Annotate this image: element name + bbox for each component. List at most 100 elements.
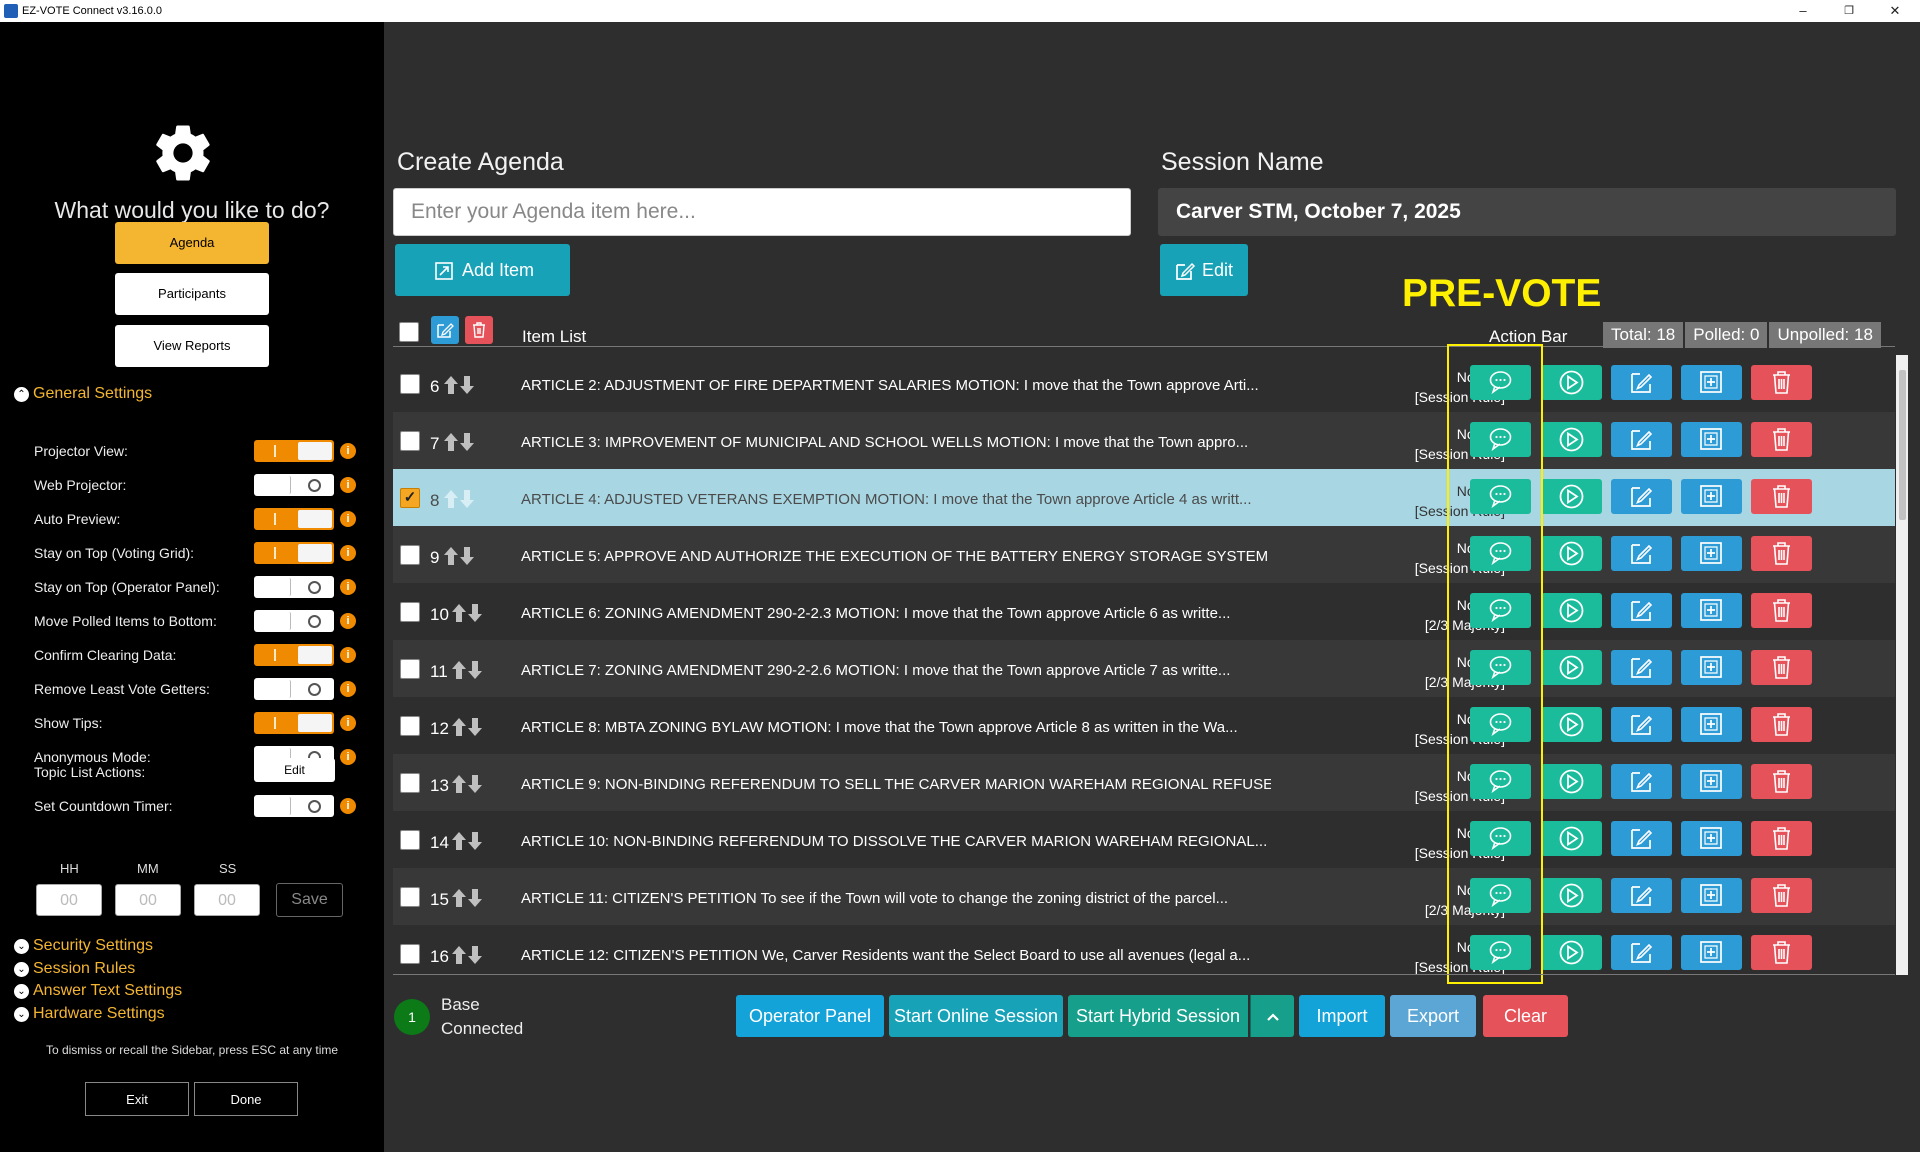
answer-text-settings-header[interactable]: ⌄ Answer Text Settings	[14, 982, 182, 1000]
duplicate-item-button[interactable]	[1681, 593, 1742, 628]
import-button[interactable]: Import	[1299, 995, 1385, 1037]
start-vote-button[interactable]	[1541, 935, 1602, 970]
info-icon[interactable]: i	[340, 749, 356, 765]
edit-item-button[interactable]	[1611, 422, 1672, 457]
edit-item-button[interactable]	[1611, 764, 1672, 799]
info-icon[interactable]: i	[340, 681, 356, 697]
comment-button[interactable]	[1470, 935, 1531, 970]
duplicate-item-button[interactable]	[1681, 536, 1742, 571]
row-checkbox[interactable]	[400, 830, 420, 850]
table-row[interactable]: 14 ARTICLE 10: NON-BINDING REFERENDUM TO …	[393, 811, 1895, 868]
start-vote-button[interactable]	[1541, 479, 1602, 514]
item-text[interactable]: ARTICLE 8: MBTA ZONING BYLAW MOTION: I m…	[521, 719, 1238, 736]
reorder-arrows-icon[interactable]	[443, 546, 474, 566]
reorder-arrows-icon[interactable]	[451, 945, 482, 965]
duplicate-item-button[interactable]	[1681, 422, 1742, 457]
countdown-timer-toggle[interactable]	[254, 795, 334, 817]
table-row[interactable]: 6 ARTICLE 2: ADJUSTMENT OF FIRE DEPARTMEN…	[393, 355, 1895, 412]
delete-item-button[interactable]	[1751, 536, 1812, 571]
hybrid-options-button[interactable]	[1250, 995, 1294, 1037]
setting-toggle[interactable]	[254, 712, 334, 734]
item-text[interactable]: ARTICLE 12: CITIZEN'S PETITION We, Carve…	[521, 947, 1251, 964]
delete-item-button[interactable]	[1751, 593, 1812, 628]
item-text[interactable]: ARTICLE 10: NON-BINDING REFERENDUM TO DI…	[521, 833, 1268, 850]
add-item-button[interactable]: Add Item	[395, 244, 570, 296]
start-vote-button[interactable]	[1541, 536, 1602, 571]
topic-list-edit-button[interactable]: Edit	[254, 758, 335, 782]
info-icon[interactable]: i	[340, 579, 356, 595]
hours-input[interactable]: 00	[36, 884, 102, 916]
reorder-arrows-icon[interactable]	[443, 432, 474, 452]
item-text[interactable]: ARTICLE 2: ADJUSTMENT OF FIRE DEPARTMENT…	[521, 377, 1259, 394]
comment-button[interactable]	[1470, 764, 1531, 799]
duplicate-item-button[interactable]	[1681, 650, 1742, 685]
delete-item-button[interactable]	[1751, 821, 1812, 856]
edit-item-button[interactable]	[1611, 707, 1672, 742]
table-row[interactable]: ✓ 8 ARTICLE 4: ADJUSTED VETERANS EXEMPTION…	[393, 469, 1895, 526]
item-text[interactable]: ARTICLE 11: CITIZEN'S PETITION To see if…	[521, 890, 1229, 907]
reorder-arrows-icon[interactable]	[451, 717, 482, 737]
row-checkbox[interactable]	[400, 659, 420, 679]
security-settings-header[interactable]: ⌄ Security Settings	[14, 937, 153, 955]
setting-toggle[interactable]	[254, 542, 334, 564]
delete-item-button[interactable]	[1751, 707, 1812, 742]
comment-button[interactable]	[1470, 536, 1531, 571]
delete-item-button[interactable]	[1751, 365, 1812, 400]
info-icon[interactable]: i	[340, 647, 356, 663]
info-icon[interactable]: i	[340, 613, 356, 629]
item-text[interactable]: ARTICLE 6: ZONING AMENDMENT 290-2-2.3 MO…	[521, 605, 1231, 622]
maximize-button[interactable]: ❐	[1844, 5, 1854, 17]
save-timer-button[interactable]: Save	[276, 883, 343, 917]
start-vote-button[interactable]	[1541, 878, 1602, 913]
info-icon[interactable]: i	[340, 545, 356, 561]
delete-item-button[interactable]	[1751, 764, 1812, 799]
edit-item-button[interactable]	[1611, 878, 1672, 913]
bulk-delete-button[interactable]	[465, 316, 493, 344]
exit-button[interactable]: Exit	[85, 1082, 189, 1116]
delete-item-button[interactable]	[1751, 479, 1812, 514]
table-row[interactable]: 16 ARTICLE 12: CITIZEN'S PETITION We, Car…	[393, 925, 1895, 975]
info-icon[interactable]: i	[340, 477, 356, 493]
reorder-arrows-icon[interactable]	[451, 888, 482, 908]
start-vote-button[interactable]	[1541, 593, 1602, 628]
edit-item-button[interactable]	[1611, 935, 1672, 970]
start-vote-button[interactable]	[1541, 821, 1602, 856]
minimize-button[interactable]: –	[1799, 3, 1807, 18]
info-icon[interactable]: i	[340, 443, 356, 459]
comment-button[interactable]	[1470, 650, 1531, 685]
setting-toggle[interactable]	[254, 678, 334, 700]
table-row[interactable]: 11 ARTICLE 7: ZONING AMENDMENT 290-2-2.6 …	[393, 640, 1895, 697]
scrollbar-thumb[interactable]	[1899, 370, 1906, 520]
done-button[interactable]: Done	[194, 1082, 298, 1116]
item-text[interactable]: ARTICLE 3: IMPROVEMENT OF MUNICIPAL AND …	[521, 434, 1249, 451]
duplicate-item-button[interactable]	[1681, 764, 1742, 799]
table-row[interactable]: 13 ARTICLE 9: NON-BINDING REFERENDUM TO S…	[393, 754, 1895, 811]
start-vote-button[interactable]	[1541, 422, 1602, 457]
comment-button[interactable]	[1470, 878, 1531, 913]
clear-button[interactable]: Clear	[1483, 995, 1568, 1037]
close-window-button[interactable]: ✕	[1889, 3, 1901, 18]
reorder-arrows-icon[interactable]	[451, 660, 482, 680]
start-vote-button[interactable]	[1541, 650, 1602, 685]
item-text[interactable]: ARTICLE 4: ADJUSTED VETERANS EXEMPTION M…	[521, 491, 1252, 508]
setting-toggle[interactable]	[254, 576, 334, 598]
reorder-arrows-icon[interactable]	[451, 603, 482, 623]
comment-button[interactable]	[1470, 593, 1531, 628]
table-row[interactable]: 7 ARTICLE 3: IMPROVEMENT OF MUNICIPAL AND…	[393, 412, 1895, 469]
session-rules-header[interactable]: ⌄ Session Rules	[14, 960, 135, 978]
duplicate-item-button[interactable]	[1681, 821, 1742, 856]
export-button[interactable]: Export	[1390, 995, 1476, 1037]
table-row[interactable]: 12 ARTICLE 8: MBTA ZONING BYLAW MOTION: I…	[393, 697, 1895, 754]
duplicate-item-button[interactable]	[1681, 878, 1742, 913]
setting-toggle[interactable]	[254, 644, 334, 666]
select-all-checkbox[interactable]	[399, 322, 419, 342]
edit-item-button[interactable]	[1611, 650, 1672, 685]
edit-item-button[interactable]	[1611, 821, 1672, 856]
row-checkbox[interactable]	[400, 716, 420, 736]
info-icon[interactable]: i	[340, 715, 356, 731]
delete-item-button[interactable]	[1751, 650, 1812, 685]
comment-button[interactable]	[1470, 707, 1531, 742]
operator-panel-button[interactable]: Operator Panel	[736, 995, 884, 1037]
row-checkbox[interactable]	[400, 887, 420, 907]
setting-toggle[interactable]	[254, 440, 334, 462]
